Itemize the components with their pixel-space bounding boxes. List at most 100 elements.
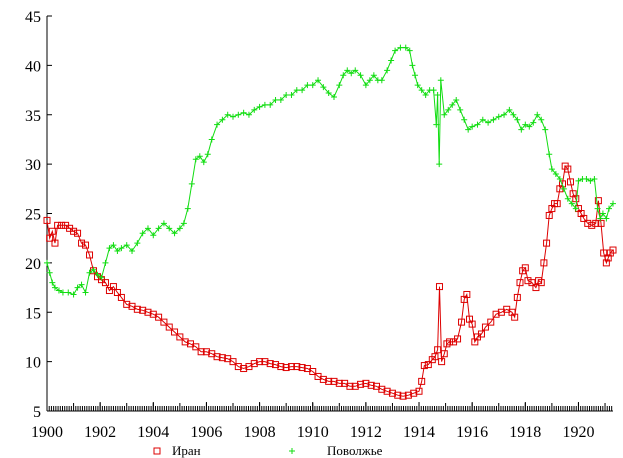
data-point [409, 62, 416, 69]
data-point [545, 211, 553, 219]
data-point [513, 293, 521, 301]
x-tick-label: 1904 [137, 424, 169, 441]
data-point [357, 380, 365, 388]
data-point [208, 136, 215, 143]
data-point [192, 156, 199, 163]
data-point [521, 264, 529, 272]
data-point [538, 116, 545, 123]
data-point [344, 67, 351, 74]
data-point [74, 229, 82, 237]
data-point [166, 225, 173, 232]
data-point [293, 363, 301, 371]
data-point [70, 291, 77, 298]
data-point [165, 323, 173, 331]
data-point [587, 177, 594, 184]
data-point [315, 77, 322, 84]
data-point [266, 360, 274, 368]
data-point [516, 279, 524, 287]
data-point [54, 221, 62, 229]
data-point [610, 200, 616, 207]
data-point [591, 175, 598, 182]
data-point [319, 375, 327, 383]
data-point [82, 241, 90, 249]
data-point [340, 72, 347, 79]
data-point [388, 57, 395, 64]
data-point [105, 287, 113, 295]
data-point [277, 363, 285, 371]
data-point [518, 126, 525, 133]
data-point [477, 330, 485, 338]
data-point [609, 246, 617, 254]
x-tick-label: 1918 [509, 424, 541, 441]
data-point [378, 385, 386, 393]
data-point [362, 82, 369, 89]
data-point [530, 119, 537, 126]
data-point [454, 335, 462, 343]
data-point [564, 165, 572, 173]
data-point [370, 72, 377, 79]
data-point [568, 200, 575, 207]
data-point [106, 245, 113, 252]
data-point [43, 216, 51, 224]
series-group [43, 44, 617, 400]
data-point [117, 293, 125, 301]
data-point [277, 96, 284, 103]
data-point [229, 358, 237, 366]
data-point [59, 289, 66, 296]
data-point [325, 90, 332, 97]
legend-label: Поволжье [327, 443, 383, 458]
data-point [245, 111, 252, 118]
data-point [78, 239, 86, 247]
series-line [46, 47, 614, 296]
x-tick-label: 1912 [350, 424, 382, 441]
data-point [51, 239, 59, 247]
data-point [506, 106, 513, 113]
data-point [572, 205, 579, 212]
data-point [49, 279, 56, 286]
data-point [219, 116, 226, 123]
data-point [90, 266, 97, 273]
data-point [404, 391, 412, 399]
data-point [123, 242, 130, 249]
data-point [204, 151, 211, 158]
data-point [160, 220, 167, 227]
data-point [65, 289, 72, 296]
data-point [457, 106, 464, 113]
data-point [501, 111, 508, 118]
data-point [102, 259, 109, 266]
axis-ticks [46, 15, 613, 412]
data-point [335, 379, 343, 387]
data-point [415, 387, 423, 395]
data-point [481, 323, 489, 331]
data-point [171, 230, 178, 237]
data-point [235, 111, 242, 118]
data-point [446, 338, 454, 346]
y-tick-label: 5 [33, 404, 41, 421]
data-point [441, 111, 448, 118]
y-tick-label: 35 [25, 108, 41, 125]
data-point [325, 377, 333, 385]
data-point [230, 113, 237, 120]
legend-marker [289, 448, 295, 454]
data-point [134, 240, 141, 247]
data-point [526, 123, 533, 130]
data-point [86, 269, 93, 276]
data-point [55, 287, 62, 294]
data-point [348, 70, 355, 77]
data-point [418, 377, 426, 385]
data-point [410, 389, 418, 397]
data-point [414, 82, 421, 89]
data-point [548, 166, 555, 173]
data-point [465, 126, 472, 133]
data-point [155, 313, 163, 321]
data-point [604, 254, 612, 262]
data-point [434, 92, 441, 98]
data-point [197, 348, 205, 356]
data-point [352, 67, 359, 74]
data-point [540, 259, 548, 267]
data-point [98, 274, 105, 281]
data-point [282, 364, 290, 372]
data-point [438, 358, 446, 366]
data-point [412, 72, 419, 79]
data-point [123, 300, 131, 308]
